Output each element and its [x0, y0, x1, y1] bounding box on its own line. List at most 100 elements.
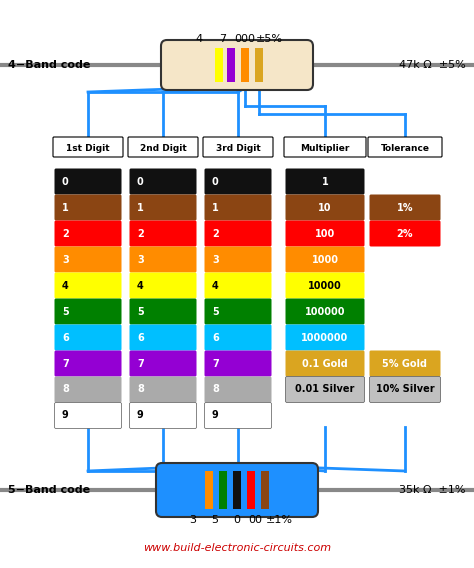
Text: 47k Ω  ±5%: 47k Ω ±5% [399, 60, 466, 70]
FancyBboxPatch shape [285, 350, 365, 377]
FancyBboxPatch shape [129, 299, 197, 324]
Text: 1: 1 [212, 203, 219, 212]
Bar [255, 48, 263, 82]
FancyBboxPatch shape [204, 377, 272, 403]
FancyBboxPatch shape [129, 324, 197, 350]
FancyBboxPatch shape [55, 169, 121, 194]
Text: 0: 0 [212, 177, 219, 186]
Text: 0.1 Gold: 0.1 Gold [302, 358, 348, 369]
Text: 4: 4 [212, 281, 219, 290]
Text: 9: 9 [137, 411, 144, 420]
Text: 6: 6 [212, 332, 219, 343]
Bar [247, 471, 255, 509]
FancyBboxPatch shape [53, 137, 123, 157]
FancyBboxPatch shape [285, 324, 365, 350]
Text: 1: 1 [322, 177, 328, 186]
FancyBboxPatch shape [129, 377, 197, 403]
Bar [241, 48, 249, 82]
Text: 5: 5 [212, 307, 219, 316]
Text: 5: 5 [211, 515, 219, 525]
Text: 4: 4 [195, 34, 202, 44]
Text: 1st Digit: 1st Digit [66, 144, 110, 152]
FancyBboxPatch shape [129, 273, 197, 299]
Text: 100000: 100000 [305, 307, 345, 316]
FancyBboxPatch shape [370, 377, 440, 403]
Text: 7: 7 [62, 358, 69, 369]
FancyBboxPatch shape [204, 273, 272, 299]
FancyBboxPatch shape [55, 324, 121, 350]
FancyBboxPatch shape [370, 194, 440, 220]
Text: 1: 1 [62, 203, 69, 212]
Text: 3: 3 [62, 254, 69, 265]
FancyBboxPatch shape [370, 220, 440, 247]
FancyBboxPatch shape [203, 137, 273, 157]
FancyBboxPatch shape [285, 169, 365, 194]
Text: 4−Band code: 4−Band code [8, 60, 91, 70]
Text: 35k Ω  ±1%: 35k Ω ±1% [400, 485, 466, 495]
FancyBboxPatch shape [285, 194, 365, 220]
Text: 00: 00 [248, 515, 262, 525]
Text: 7: 7 [137, 358, 144, 369]
Text: 4: 4 [62, 281, 69, 290]
FancyBboxPatch shape [129, 350, 197, 377]
Text: 1: 1 [137, 203, 144, 212]
Text: 100: 100 [315, 228, 335, 239]
Text: 1000000: 1000000 [301, 332, 348, 343]
FancyBboxPatch shape [161, 40, 313, 90]
Text: 3rd Digit: 3rd Digit [216, 144, 260, 152]
FancyBboxPatch shape [204, 247, 272, 273]
Bar [227, 48, 235, 82]
Bar [261, 471, 269, 509]
FancyBboxPatch shape [368, 137, 442, 157]
FancyBboxPatch shape [55, 377, 121, 403]
FancyBboxPatch shape [285, 299, 365, 324]
Text: 0: 0 [137, 177, 144, 186]
Text: ±1%: ±1% [265, 515, 292, 525]
FancyBboxPatch shape [55, 403, 121, 428]
FancyBboxPatch shape [204, 299, 272, 324]
Bar [233, 471, 241, 509]
FancyBboxPatch shape [128, 137, 198, 157]
Text: ±5%: ±5% [255, 34, 283, 44]
Text: 7: 7 [219, 34, 227, 44]
FancyBboxPatch shape [55, 247, 121, 273]
FancyBboxPatch shape [129, 220, 197, 247]
Text: 8: 8 [212, 385, 219, 395]
Text: 5% Gold: 5% Gold [383, 358, 428, 369]
Text: 6: 6 [62, 332, 69, 343]
Text: 0: 0 [234, 515, 240, 525]
FancyBboxPatch shape [204, 220, 272, 247]
Text: 8: 8 [62, 385, 69, 395]
Text: 10: 10 [318, 203, 332, 212]
FancyBboxPatch shape [204, 324, 272, 350]
Text: Multiplier: Multiplier [301, 144, 350, 152]
FancyBboxPatch shape [55, 194, 121, 220]
Text: 2: 2 [62, 228, 69, 239]
FancyBboxPatch shape [156, 463, 318, 517]
Text: 3: 3 [190, 515, 197, 525]
Bar [215, 48, 223, 82]
FancyBboxPatch shape [204, 169, 272, 194]
FancyBboxPatch shape [55, 273, 121, 299]
Text: 7: 7 [212, 358, 219, 369]
FancyBboxPatch shape [204, 403, 272, 428]
FancyBboxPatch shape [285, 273, 365, 299]
Text: 1000: 1000 [311, 254, 338, 265]
Text: 3: 3 [212, 254, 219, 265]
Text: www.build-electronic-circuits.com: www.build-electronic-circuits.com [143, 543, 331, 553]
FancyBboxPatch shape [285, 377, 365, 403]
FancyBboxPatch shape [204, 350, 272, 377]
Text: 5−Band code: 5−Band code [8, 485, 90, 495]
FancyBboxPatch shape [55, 350, 121, 377]
Text: 0: 0 [62, 177, 69, 186]
Text: 000: 000 [235, 34, 255, 44]
FancyBboxPatch shape [55, 220, 121, 247]
Text: 9: 9 [62, 411, 69, 420]
Text: Tolerance: Tolerance [381, 144, 429, 152]
FancyBboxPatch shape [129, 403, 197, 428]
FancyBboxPatch shape [285, 220, 365, 247]
Text: 2%: 2% [397, 228, 413, 239]
FancyBboxPatch shape [129, 247, 197, 273]
Text: 8: 8 [137, 385, 144, 395]
FancyBboxPatch shape [285, 247, 365, 273]
